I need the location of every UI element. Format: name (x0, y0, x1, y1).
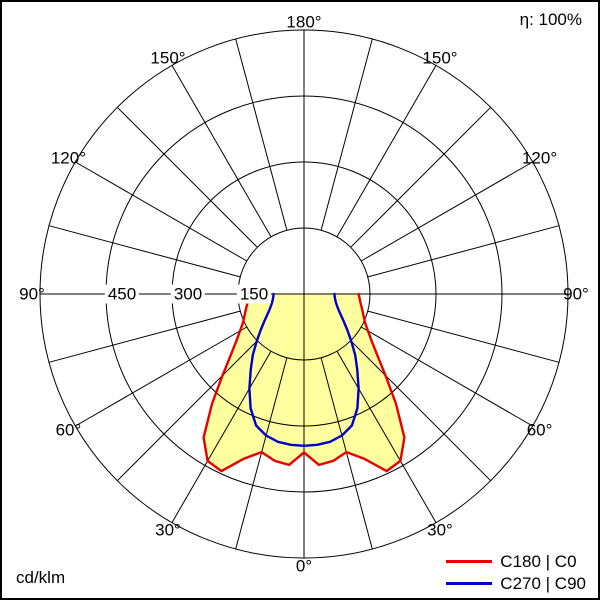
angle-label-120-right: 120° (521, 148, 558, 168)
angle-label-60-right: 60° (526, 420, 553, 440)
angle-label-150-left: 150° (150, 48, 186, 68)
efficiency-label: η: 100% (519, 10, 582, 29)
angle-label-90-right: 90° (563, 284, 589, 304)
curve-c270-c90 (248, 292, 360, 447)
angle-label-90-left: 90° (19, 284, 45, 304)
legend-red-line-swatch (446, 560, 493, 563)
angle-label-60-left: 60° (55, 420, 82, 440)
angle-label-30-right: 30° (427, 520, 453, 540)
legend-label-c270-c90: C270 | C90 (500, 574, 586, 593)
radial-tick-label-450: 450 (104, 284, 140, 304)
angle-label-180: 180° (286, 12, 322, 32)
grid-spoke-60 (360, 326, 533, 427)
grid-spoke-315 (116, 340, 258, 482)
legend-item-c180-c0: C180 | C0 (446, 553, 586, 570)
grid-spoke-285 (48, 310, 241, 363)
curve-c180-c0 (202, 292, 406, 473)
grid-spoke-30 (336, 350, 437, 523)
grid-spoke-330 (171, 350, 272, 523)
grid-spoke-75 (367, 310, 560, 363)
grid-spoke-135 (350, 106, 492, 248)
grid-spoke-165 (320, 38, 373, 231)
grid-spoke-105 (367, 225, 560, 278)
legend-item-c270-c90: C270 | C90 (446, 575, 586, 592)
radial-tick-label-300: 300 (170, 284, 206, 304)
grid-spoke-240 (75, 161, 248, 262)
grid-spoke-195 (235, 38, 288, 231)
angle-label-120-left: 120° (50, 148, 87, 168)
legend: C180 | C0 C270 | C90 (446, 553, 586, 592)
radial-tick-label-150: 150 (236, 284, 272, 304)
angle-label-30-left: 30° (155, 520, 181, 540)
polar-grid (39, 29, 569, 559)
grid-spoke-120 (360, 161, 533, 262)
legend-label-c180-c0: C180 | C0 (500, 552, 577, 571)
unit-label: cd/klm (16, 568, 66, 587)
grid-spoke-255 (48, 225, 241, 278)
grid-spoke-225 (116, 106, 258, 248)
grid-spoke-210 (171, 65, 272, 238)
grid-spoke-150 (336, 65, 437, 238)
angle-label-150-right: 150° (422, 48, 458, 68)
grid-spoke-45 (350, 340, 492, 482)
grid-spoke-300 (75, 326, 248, 427)
angle-label-0: 0° (295, 556, 313, 576)
legend-blue-line-swatch (446, 582, 493, 585)
